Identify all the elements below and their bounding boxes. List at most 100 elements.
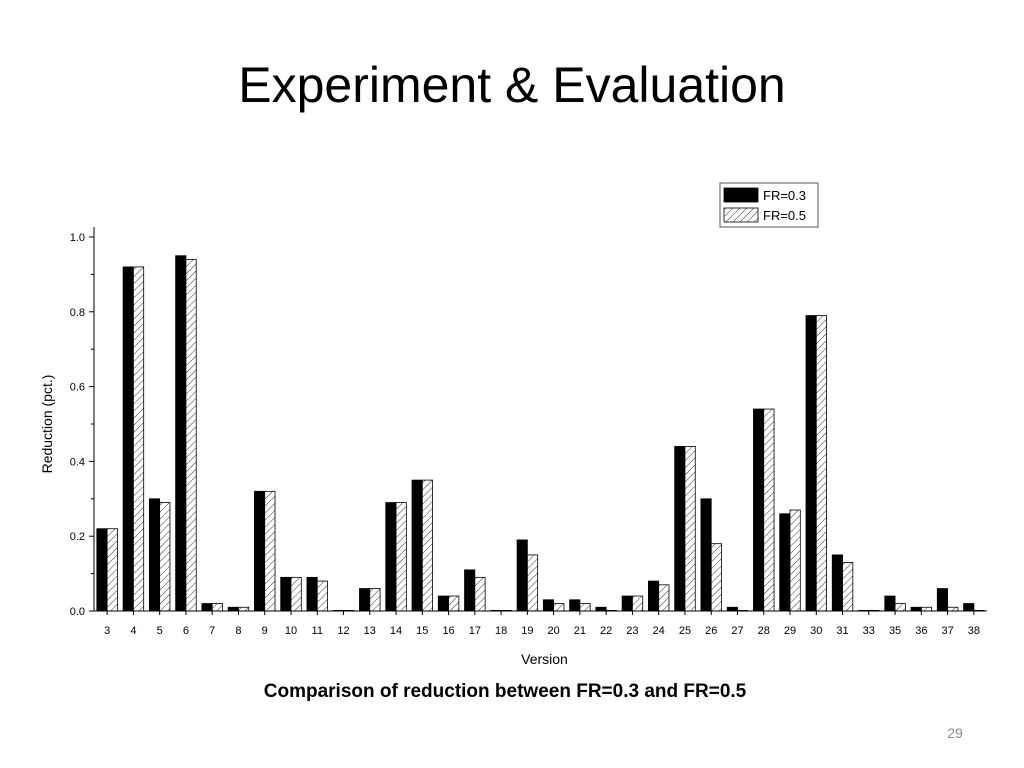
bar-fr05-v4: [132, 266, 145, 612]
legend-label-fr03: FR=0.3: [763, 188, 806, 203]
x-tick-label: 11: [312, 625, 323, 637]
y-tick-label: 1.0: [70, 232, 85, 244]
bar-fr03-v6: [175, 255, 187, 612]
x-tick-label: 27: [731, 625, 743, 637]
bar-fr03-v38: [963, 603, 975, 612]
bar-fr03-v4: [122, 266, 134, 612]
x-tick-label: 17: [469, 625, 481, 637]
x-tick-label: 26: [705, 625, 717, 637]
bar-fr05-v26: [710, 543, 722, 612]
x-tick-label: 35: [889, 625, 901, 637]
x-tick-label: 31: [836, 625, 848, 637]
bar-fr05-v3: [106, 528, 118, 612]
bar-fr05-v35: [894, 603, 906, 612]
bar-fr05-v6: [185, 259, 197, 612]
bar-fr05-v5: [159, 502, 171, 612]
bar-fr05-v29: [789, 509, 801, 612]
slide-title: Experiment & Evaluation: [238, 57, 786, 113]
x-tick-label: 7: [209, 625, 215, 637]
x-tick-label: 30: [810, 625, 822, 637]
bar-fr05-v25: [684, 446, 696, 612]
bar-fr03-v21: [569, 599, 581, 612]
bar-fr03-v24: [647, 580, 660, 612]
bar-fr03-v11: [306, 576, 318, 612]
bar-fr03-v3: [96, 528, 108, 612]
bar-fr05-v28: [763, 408, 775, 612]
bar-fr03-v13: [359, 588, 371, 612]
bar-fr05-v20: [553, 603, 565, 612]
bar-fr03-v37: [936, 588, 948, 612]
bar-fr05-v8: [238, 606, 250, 612]
bar-fr05-v24: [658, 584, 670, 612]
x-tick-label: 38: [968, 625, 980, 637]
bar-fr03-v35: [884, 595, 896, 612]
x-tick-label: 13: [364, 625, 376, 637]
bar-fr03-v25: [674, 446, 686, 612]
y-tick-label: 0.2: [70, 531, 85, 543]
bar-fr03-v10: [280, 576, 292, 612]
bar-fr03-v16: [437, 595, 449, 612]
bar-fr03-v27: [726, 606, 738, 612]
bar-fr03-v9: [254, 490, 266, 612]
bar-fr03-v15: [411, 479, 423, 612]
x-tick-label: 29: [784, 625, 796, 637]
bar-fr05-v21: [579, 603, 591, 612]
bar-fr05-v17: [474, 576, 486, 612]
bar-fr05-v11: [316, 580, 328, 612]
bar-fr03-v29: [779, 513, 791, 612]
bar-fr03-v5: [148, 498, 161, 612]
bar-fr05-v16: [448, 595, 460, 612]
x-tick-label: 25: [679, 625, 691, 637]
x-tick-label: 4: [130, 625, 136, 637]
bar-fr05-v30: [815, 315, 827, 612]
x-tick-label: 14: [390, 625, 402, 637]
x-tick-label: 12: [337, 625, 349, 637]
bar-fr05-v19: [526, 554, 539, 612]
x-tick-label: 21: [574, 625, 586, 637]
legend-label-fr05: FR=0.5: [763, 208, 806, 223]
bar-fr05-v14: [395, 502, 407, 612]
bar-fr03-v31: [831, 554, 843, 612]
bar-fr05-v7: [211, 603, 223, 612]
bar-fr03-v23: [621, 595, 633, 612]
x-tick-label: 24: [653, 625, 665, 637]
x-tick-label: 3: [104, 625, 110, 637]
bar-fr03-v26: [700, 498, 712, 612]
x-tick-label: 5: [157, 625, 163, 637]
x-tick-label: 19: [521, 625, 533, 637]
y-tick-label: 0.8: [70, 307, 85, 319]
bar-fr03-v7: [201, 603, 213, 612]
x-tick-label: 20: [548, 625, 560, 637]
x-tick-label: 10: [285, 625, 297, 637]
bar-fr05-v15: [421, 479, 434, 612]
bar-fr03-v17: [464, 569, 476, 612]
bar-fr03-v36: [910, 606, 922, 612]
x-tick-label: 15: [416, 625, 428, 637]
bar-fr03-v28: [753, 408, 765, 612]
bar-fr05-v13: [369, 588, 381, 612]
x-tick-label: 37: [941, 625, 953, 637]
y-axis-title: Reduction (pct.): [39, 375, 55, 474]
x-tick-label: 6: [183, 625, 189, 637]
x-tick-label: 36: [915, 625, 927, 637]
bar-fr03-v30: [805, 315, 817, 612]
bar-fr05-v37: [947, 606, 959, 612]
x-tick-label: 9: [262, 625, 268, 637]
x-tick-label: 16: [442, 625, 454, 637]
x-tick-label: 28: [758, 625, 770, 637]
figure-caption: Comparison of reduction between FR=0.3 a…: [263, 681, 747, 702]
y-tick-label: 0.6: [70, 382, 85, 394]
y-tick-label: 0.4: [70, 456, 85, 468]
bar-fr05-v10: [290, 576, 302, 612]
y-tick-label: 0.0: [70, 606, 85, 618]
bar-fr05-v23: [632, 595, 644, 612]
x-tick-label: 18: [495, 625, 507, 637]
bar-fr03-v14: [385, 502, 397, 612]
x-tick-label: 33: [863, 625, 875, 637]
chart-legend: FR=0.3 FR=0.5: [719, 182, 819, 228]
bar-fr03-v19: [516, 539, 528, 612]
bar-fr05-v9: [264, 490, 276, 612]
bar-fr05-v31: [842, 561, 854, 612]
legend-swatch-fr03: [723, 187, 759, 203]
